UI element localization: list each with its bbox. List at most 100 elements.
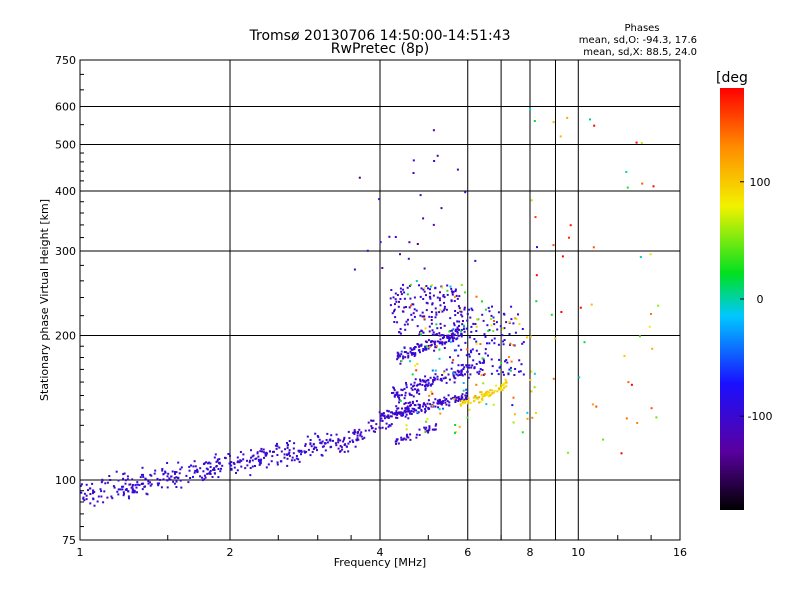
echo-point: [480, 374, 483, 377]
echo-point: [452, 396, 455, 399]
echo-point: [209, 466, 212, 468]
echo-point: [417, 383, 419, 386]
echo-point: [214, 453, 217, 456]
echo-point: [431, 329, 434, 332]
echo-point: [411, 400, 414, 403]
echo-point: [408, 285, 411, 287]
echo-point: [451, 329, 453, 332]
echo-point: [438, 408, 441, 411]
echo-point: [461, 363, 464, 366]
echo-point: [431, 382, 434, 385]
echo-point: [390, 415, 393, 418]
echo-point: [403, 410, 406, 412]
echo-point: [461, 323, 464, 326]
echo-point: [435, 423, 438, 426]
echo-point: [170, 475, 173, 478]
echo-point: [455, 349, 458, 352]
echo-point: [393, 394, 396, 397]
echo-point: [407, 355, 410, 357]
echo-point: [131, 478, 134, 481]
echo-point: [393, 321, 396, 323]
echo-point: [190, 464, 192, 467]
echo-point: [434, 333, 437, 336]
echo-point: [469, 373, 472, 376]
echo-point: [174, 472, 176, 475]
echo-point: [536, 246, 538, 249]
echo-point: [298, 460, 301, 463]
echo-point: [295, 455, 298, 457]
echo-point: [309, 443, 312, 446]
echo-point: [434, 398, 437, 401]
echo-point: [474, 323, 477, 325]
echo-point: [655, 416, 658, 419]
echo-point: [454, 310, 457, 312]
echo-point: [398, 394, 401, 397]
echo-point: [371, 426, 374, 429]
echo-point: [405, 410, 408, 413]
echo-point: [443, 305, 446, 308]
echo-point: [559, 135, 562, 138]
echo-point: [413, 348, 416, 351]
echo-point: [512, 344, 515, 346]
x-axis-label: Frequency [MHz]: [334, 556, 426, 569]
echo-point: [408, 410, 411, 413]
echo-point: [364, 429, 367, 432]
echo-point: [454, 330, 457, 333]
echo-point: [405, 428, 408, 431]
echo-point: [491, 392, 494, 395]
echo-point: [174, 471, 176, 473]
echo-point: [454, 371, 457, 374]
echo-point: [312, 448, 315, 450]
echo-point: [127, 495, 130, 498]
echo-point: [443, 347, 446, 349]
echo-point: [651, 347, 654, 350]
echo-point: [436, 296, 439, 299]
echo-point: [448, 336, 451, 339]
echo-point: [465, 395, 468, 398]
echo-point: [406, 406, 409, 409]
echo-point: [249, 467, 252, 469]
echo-point: [493, 320, 495, 322]
echo-point: [412, 303, 415, 306]
echo-point: [378, 411, 381, 414]
echo-point: [508, 356, 510, 358]
echo-point: [407, 407, 409, 410]
echo-point: [459, 403, 462, 406]
echo-point: [371, 419, 374, 422]
echo-point: [91, 482, 94, 485]
echo-point: [451, 337, 454, 340]
x-tick-label: 1: [77, 546, 84, 559]
echo-point: [322, 445, 325, 448]
echo-point: [475, 342, 478, 345]
echo-point: [88, 487, 91, 490]
echo-point: [495, 384, 498, 387]
echo-point: [353, 268, 356, 271]
echo-point: [407, 402, 410, 405]
echo-point: [520, 363, 523, 366]
echo-point: [425, 309, 428, 312]
echo-point: [123, 472, 126, 475]
echo-point: [415, 409, 418, 412]
echo-point: [450, 367, 453, 370]
echo-point: [568, 236, 570, 239]
echo-point: [413, 355, 416, 357]
echo-point: [356, 432, 359, 435]
echo-point: [425, 420, 428, 423]
echo-point: [489, 394, 492, 397]
echo-point: [501, 383, 504, 386]
echo-point: [280, 460, 283, 463]
echo-point: [474, 259, 477, 262]
echo-point: [486, 342, 488, 345]
echo-point: [434, 428, 437, 431]
echo-point: [173, 476, 176, 479]
echo-point: [221, 464, 224, 467]
phase-x-stats: mean, sd,X: 88.5, 24.0: [583, 47, 697, 58]
echo-point: [518, 359, 521, 362]
echo-point: [531, 416, 534, 419]
echo-point: [450, 287, 453, 290]
echo-point: [445, 368, 448, 371]
echo-point: [96, 500, 99, 503]
echo-point: [175, 476, 178, 479]
echo-point: [430, 343, 433, 346]
echo-point: [157, 484, 160, 487]
